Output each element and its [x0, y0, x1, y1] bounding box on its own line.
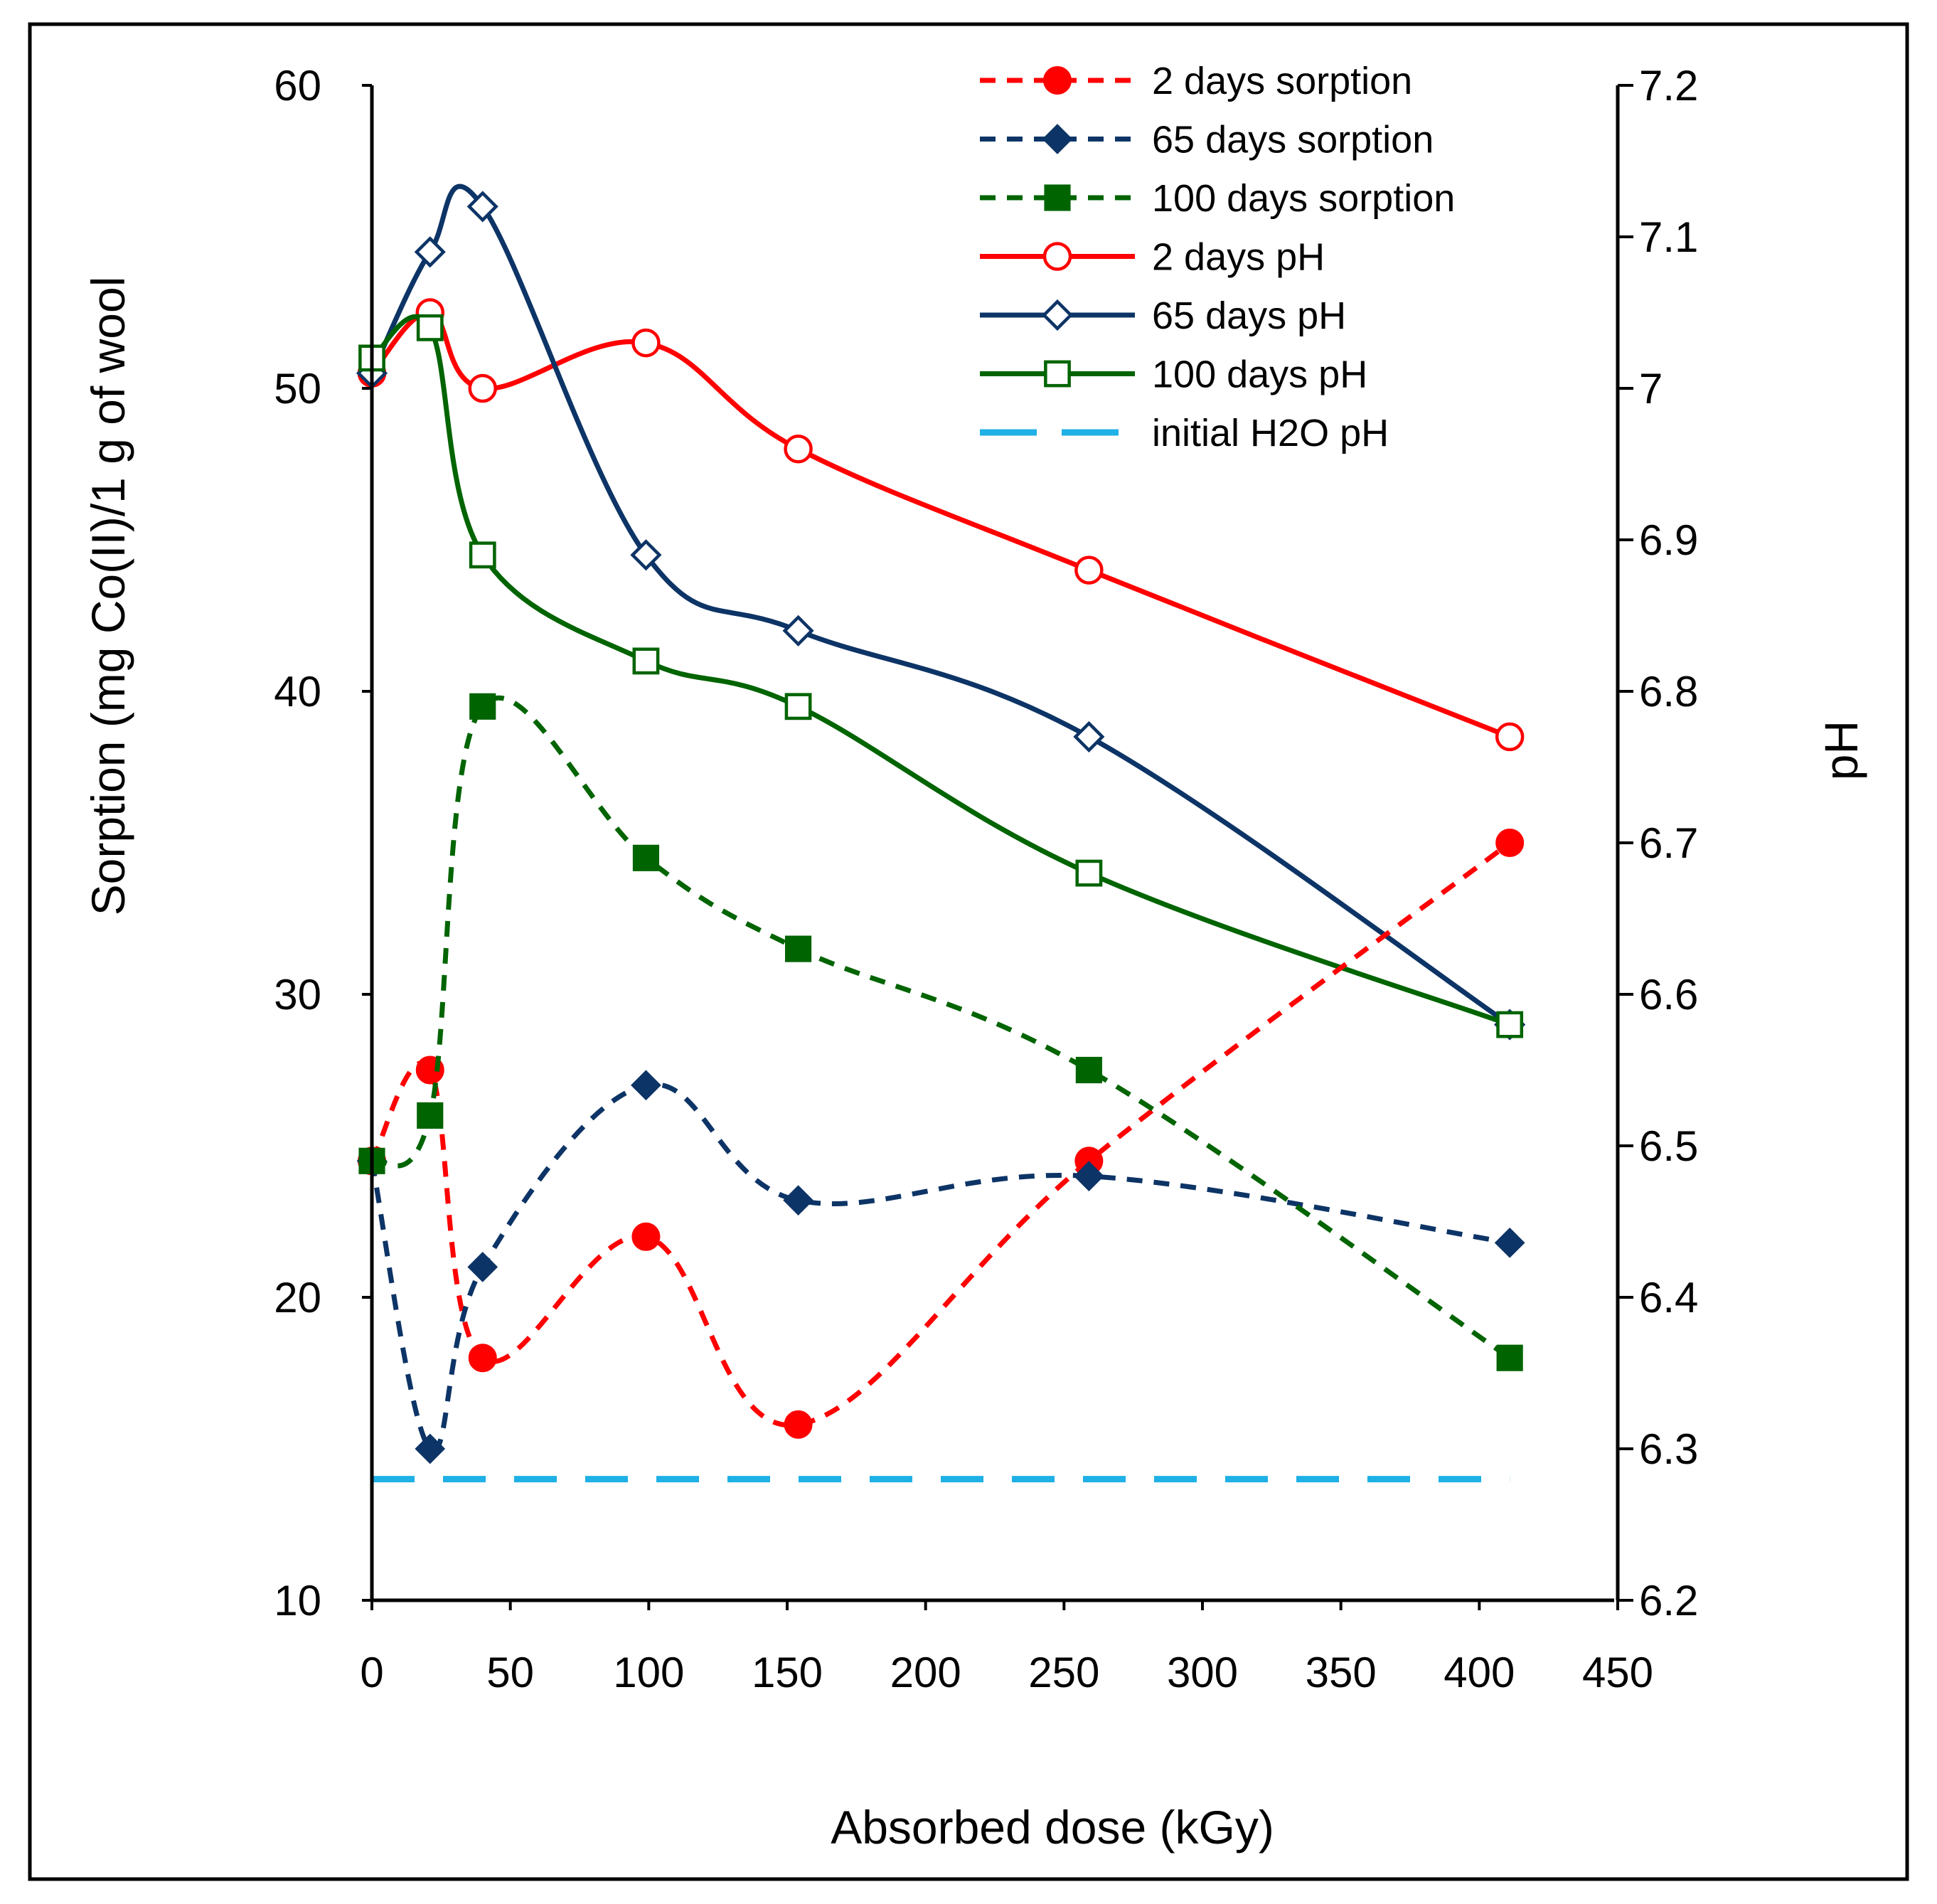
legend-marker: [1041, 299, 1074, 331]
legend-label: 100 days pH: [1152, 353, 1367, 396]
series-65-days-ph: [356, 184, 1526, 1041]
legend-entry: 2 days pH: [980, 236, 1325, 279]
data-point: [1494, 1227, 1525, 1258]
y-right-tick-label: 7.1: [1639, 213, 1698, 261]
data-point: [632, 844, 660, 871]
data-point: [415, 1433, 446, 1464]
y-right-tick-label: 6.4: [1639, 1274, 1698, 1321]
y-right-tick-label: 6.3: [1639, 1425, 1698, 1473]
series-2-days-ph: [357, 298, 1525, 752]
legend-label: initial H2O pH: [1152, 412, 1389, 454]
data-point: [468, 373, 497, 403]
legend-entry: 65 days sorption: [980, 119, 1434, 161]
y-right-tick-label: 6.6: [1639, 971, 1698, 1019]
x-tick-label: 300: [1167, 1649, 1238, 1696]
data-point: [784, 693, 812, 720]
data-point: [1073, 720, 1105, 752]
x-tick-label: 350: [1306, 1649, 1377, 1696]
legend-marker: [1043, 66, 1072, 95]
data-point: [782, 615, 814, 647]
legend-label: 100 days sorption: [1152, 177, 1455, 220]
data-point: [468, 1344, 497, 1373]
y-left-tick-label: 60: [274, 62, 321, 110]
y-right-tick-label: 6.9: [1639, 516, 1698, 564]
x-tick-label: 400: [1444, 1649, 1515, 1696]
data-point: [466, 191, 498, 223]
legend-label: 2 days sorption: [1152, 60, 1412, 102]
data-point: [414, 236, 446, 268]
x-tick-label: 50: [486, 1649, 534, 1696]
data-point: [632, 647, 660, 675]
series-line: [370, 310, 1511, 740]
series-line: [369, 1082, 1510, 1453]
data-point: [467, 1252, 498, 1282]
data-point: [1496, 1011, 1524, 1038]
legend-entry: 100 days pH: [980, 353, 1367, 396]
data-point: [469, 693, 496, 720]
chart-frame: [28, 22, 1909, 1881]
legend-entry: 2 days sorption: [980, 60, 1412, 102]
data-point: [1075, 1056, 1102, 1084]
legend-marker: [1042, 124, 1073, 154]
legend-label: 65 days pH: [1152, 294, 1346, 337]
y-left-tick-label: 10: [274, 1577, 321, 1624]
y-right-tick-label: 6.5: [1639, 1122, 1698, 1170]
data-point: [1074, 555, 1104, 585]
x-tick-label: 450: [1582, 1649, 1653, 1696]
x-axis-title: Absorbed dose (kGy): [831, 1801, 1274, 1854]
series-line: [369, 184, 1512, 1027]
data-point: [784, 1410, 813, 1439]
legend-entry: 100 days sorption: [980, 177, 1455, 220]
legend-marker: [1044, 360, 1071, 388]
data-point: [1495, 722, 1525, 752]
data-point: [416, 314, 444, 341]
data-point: [784, 434, 813, 464]
y-right-tick-label: 7: [1639, 365, 1663, 413]
data-point: [1074, 1161, 1104, 1191]
x-tick-label: 150: [752, 1649, 823, 1696]
y-axis-left-title: Sorption (mg Co(II)/1 g of wool: [82, 277, 134, 916]
legend-marker: [1044, 184, 1071, 211]
data-point: [417, 1102, 444, 1129]
legend-marker: [1042, 242, 1072, 271]
legend-entry: 65 days pH: [980, 294, 1346, 337]
y-left-tick-label: 50: [274, 365, 321, 413]
series-100-days-sorption: [358, 693, 1523, 1371]
data-point: [1075, 859, 1103, 887]
data-point: [469, 541, 496, 569]
ticks-layer: 0 50 100 150 200 250 300 350 400 450 10 20 30 40 50 60 6…: [274, 62, 1698, 1696]
y-right-tick-label: 7.2: [1639, 62, 1698, 110]
y-axis-right-title: pH: [1815, 720, 1867, 780]
data-point: [783, 1185, 813, 1216]
series-line: [370, 314, 1511, 1027]
legend-entry: initial H2O pH: [980, 412, 1389, 454]
data-point: [631, 328, 661, 358]
data-point: [631, 1222, 661, 1251]
legend-label: 65 days sorption: [1152, 119, 1434, 161]
x-tick-label: 200: [890, 1649, 961, 1696]
y-left-tick-label: 20: [274, 1274, 321, 1321]
y-right-tick-label: 6.7: [1639, 819, 1698, 867]
y-left-tick-label: 40: [274, 668, 321, 716]
y-right-tick-label: 6.8: [1639, 668, 1698, 716]
x-tick-label: 100: [613, 1649, 684, 1696]
legend: 2 days sorption 65 days sorption 100 days …: [980, 60, 1455, 454]
data-point: [1495, 829, 1525, 857]
data-point: [1496, 1344, 1523, 1371]
y-left-tick-label: 30: [274, 971, 321, 1019]
data-point: [631, 1070, 661, 1101]
y-right-tick-label: 6.2: [1639, 1577, 1698, 1624]
data-point: [630, 539, 662, 571]
x-tick-label: 0: [360, 1649, 383, 1696]
data-point: [784, 935, 812, 962]
x-tick-label: 250: [1028, 1649, 1099, 1696]
legend-label: 2 days pH: [1152, 236, 1325, 279]
